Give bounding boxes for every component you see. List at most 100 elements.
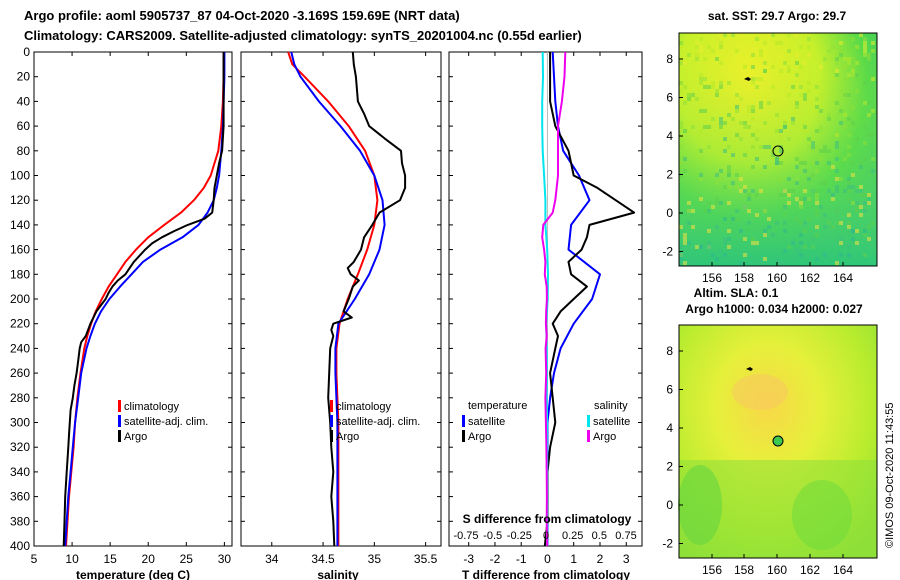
sst-pixel	[775, 257, 779, 261]
sst-pixel	[863, 209, 867, 213]
sst-pixel	[699, 197, 703, 201]
sst-pixel	[719, 41, 723, 45]
sst-pixel	[691, 125, 695, 129]
sst-pixel	[723, 217, 727, 221]
sst-pixel	[815, 129, 819, 133]
sst-pixel	[803, 129, 807, 133]
sst-pixel	[719, 121, 723, 125]
sst-pixel	[783, 61, 787, 65]
sst-pixel	[835, 101, 839, 105]
map-x-tick-label: 158	[734, 271, 754, 285]
sst-pixel	[787, 137, 791, 141]
legend-climatology-swatch	[118, 400, 121, 412]
sst-pixel	[727, 245, 731, 249]
sst-pixel	[867, 133, 871, 137]
y-tick-label: 380	[10, 514, 30, 528]
sst-pixel	[863, 193, 867, 197]
sst-pixel	[763, 121, 767, 125]
salinity-xlabel: salinity	[317, 568, 359, 580]
sst-pixel	[711, 253, 715, 257]
difference-xlabel: T difference from climatology	[462, 568, 630, 580]
sst-pixel	[779, 261, 783, 265]
sst-pixel	[799, 241, 803, 245]
sst-pixel	[799, 161, 803, 165]
sst-pixel	[727, 113, 731, 117]
sst-pixel	[807, 217, 811, 221]
sst-pixel	[815, 233, 819, 237]
sst-pixel	[799, 221, 803, 225]
y-tick-label: 220	[10, 317, 30, 331]
sst-pixel	[839, 89, 843, 93]
x-tick-label: 5	[31, 552, 38, 566]
sst-pixel	[839, 109, 843, 113]
sst-pixel	[835, 141, 839, 145]
sst-pixel	[811, 149, 815, 153]
sst-pixel	[843, 41, 847, 45]
map-x-tick-label: 162	[800, 563, 820, 577]
sst-pixel	[819, 65, 823, 69]
sst-pixel	[751, 165, 755, 169]
credit-text: ©IMOS 09-Oct-2020 11:43:55	[884, 403, 896, 548]
sst-pixel	[835, 177, 839, 181]
sst-pixel	[819, 109, 823, 113]
sst-pixel	[751, 53, 755, 57]
sst-pixel	[807, 45, 811, 49]
sst-pixel	[855, 137, 859, 141]
map-y-tick-label: 6	[666, 383, 673, 397]
sst-pixel	[835, 169, 839, 173]
sst-pixel	[783, 213, 787, 217]
sst-pixel	[687, 209, 691, 213]
sst-pixel	[839, 121, 843, 125]
sst-pixel	[835, 189, 839, 193]
series-line-temperature-argo	[543, 52, 636, 547]
sst-pixel	[751, 189, 755, 193]
sst-pixel	[691, 209, 695, 213]
sst-pixel	[719, 33, 723, 37]
sst-pixel	[815, 193, 819, 197]
sst-pixel	[711, 205, 715, 209]
sst-pixel	[831, 165, 835, 169]
sst-pixel	[707, 241, 711, 245]
sst-pixel	[819, 149, 823, 153]
sst-pixel	[683, 241, 687, 245]
map-x-tick-label: 164	[833, 563, 853, 577]
sst-pixel	[687, 221, 691, 225]
sst-pixel	[815, 213, 819, 217]
sla-high-blob	[732, 374, 788, 410]
diff-legend-targo-label: Argo	[468, 431, 491, 443]
sst-pixel	[771, 233, 775, 237]
sst-pixel	[847, 73, 851, 77]
sst-pixel	[739, 189, 743, 193]
sst-pixel	[851, 201, 855, 205]
x-tick-label: -3	[463, 552, 474, 566]
sst-pixel	[743, 253, 747, 257]
sst-pixel	[843, 157, 847, 161]
sst-pixel	[863, 201, 867, 205]
sst-pixel	[715, 225, 719, 229]
sst-pixel	[807, 177, 811, 181]
legend-salinity-heading: salinity	[594, 400, 628, 412]
sst-pixel	[859, 193, 863, 197]
difference-plot-frame	[448, 51, 643, 547]
y-tick-label: 140	[10, 218, 30, 232]
sst-pixel	[839, 253, 843, 257]
y-tick-label: 240	[10, 341, 30, 355]
sst-pixel	[707, 125, 711, 129]
sla-map: Altim. SLA: 0.1 Argo h1000: 0.034 h2000:…	[662, 286, 878, 577]
y-tick-label: 100	[10, 169, 30, 183]
map-y-tick-label: 2	[666, 168, 673, 182]
sst-pixel	[871, 169, 875, 173]
salinity-plot-frame	[240, 51, 442, 547]
sst-pixel	[679, 61, 683, 65]
sst-pixel	[679, 145, 683, 149]
sst-pixel	[831, 193, 835, 197]
sst-pixel	[835, 185, 839, 189]
sst-pixel	[723, 253, 727, 257]
map-x-tick-label: 160	[767, 563, 787, 577]
map-y-tick-label: -2	[662, 245, 673, 259]
temperature-panel: 0 20 40 60 80 100 120 140 160 180 200 220 240 260 280 3…	[10, 45, 233, 580]
sst-pixel	[679, 125, 683, 129]
sst-pixel	[847, 57, 851, 61]
sst-pixel	[847, 197, 851, 201]
x-tick-label: 35	[368, 552, 382, 566]
